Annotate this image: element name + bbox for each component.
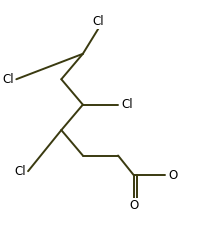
Text: O: O [129,199,138,212]
Text: Cl: Cl [93,15,104,28]
Text: Cl: Cl [121,98,133,111]
Text: Cl: Cl [3,73,14,86]
Text: O: O [168,169,177,182]
Text: Cl: Cl [14,165,26,178]
